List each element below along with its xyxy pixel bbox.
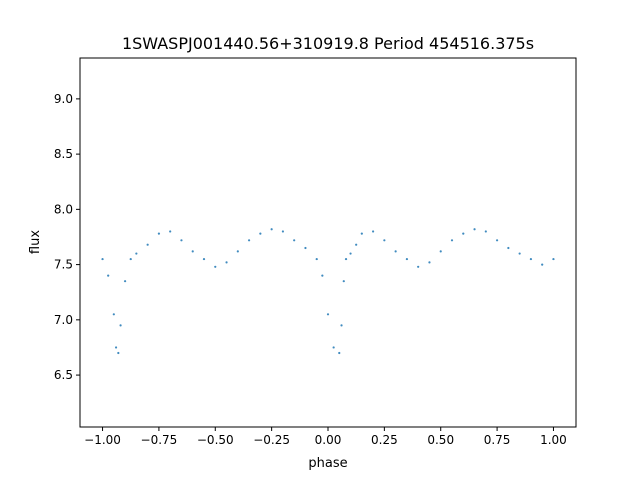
- x-tick-label: −0.75: [141, 433, 178, 447]
- data-point: [129, 257, 132, 261]
- data-point: [304, 246, 307, 250]
- x-tick-label: 0.25: [371, 433, 398, 447]
- y-tick-label: 8.5: [54, 147, 73, 161]
- y-tick-label: 6.5: [54, 368, 73, 382]
- data-point: [473, 228, 476, 231]
- data-point: [259, 232, 262, 235]
- data-point: [315, 257, 318, 261]
- y-axis: 6.5 7.0 7.5 8.0 8.5 9.0: [54, 92, 80, 382]
- x-axis-label: phase: [308, 456, 347, 471]
- data-point: [119, 324, 122, 327]
- data-point: [332, 346, 335, 349]
- data-point: [270, 228, 273, 231]
- data-point: [169, 230, 172, 233]
- data-point: [518, 252, 521, 255]
- data-point: [293, 239, 296, 242]
- data-point: [123, 280, 127, 283]
- data-point: [214, 265, 217, 268]
- data-point: [394, 250, 397, 253]
- data-point: [101, 257, 104, 261]
- data-point: [281, 230, 285, 233]
- data-point: [247, 239, 251, 242]
- data-point: [135, 252, 138, 255]
- x-axis: −1.00 −0.75 −0.50 −0.25 0.00 0.25 0.50 0.75 1.00: [84, 427, 567, 447]
- data-point: [360, 232, 363, 235]
- x-tick-label: −1.00: [84, 433, 121, 447]
- data-point: [117, 351, 120, 355]
- data-point: [340, 324, 343, 327]
- data-point: [114, 346, 118, 349]
- y-tick-label: 7.5: [54, 258, 73, 272]
- data-point: [321, 274, 324, 277]
- data-point: [371, 230, 375, 233]
- data-point: [552, 257, 555, 261]
- data-point: [529, 257, 533, 261]
- data-point: [112, 313, 115, 316]
- data-point: [439, 250, 442, 253]
- data-point: [342, 280, 345, 283]
- data-point: [202, 257, 206, 261]
- data-point: [146, 243, 149, 246]
- data-point: [338, 351, 341, 355]
- data-point: [383, 239, 386, 242]
- scatter-points: [101, 228, 555, 355]
- data-point: [191, 250, 194, 253]
- data-point: [541, 263, 544, 266]
- x-tick-label: 0.00: [315, 433, 342, 447]
- data-point: [236, 250, 239, 253]
- y-axis-label: flux: [28, 230, 43, 254]
- x-tick-label: 0.75: [484, 433, 511, 447]
- data-point: [180, 239, 183, 242]
- x-tick-label: 0.50: [427, 433, 454, 447]
- data-point: [495, 239, 499, 242]
- data-point: [326, 313, 330, 316]
- x-tick-label: 1.00: [540, 433, 567, 447]
- y-tick-label: 8.0: [54, 202, 73, 216]
- data-point: [405, 257, 409, 261]
- chart-title: 1SWASPJ001440.56+310919.8 Period 454516.…: [122, 34, 534, 53]
- data-point: [225, 261, 228, 264]
- y-tick-label: 7.0: [54, 313, 73, 327]
- x-tick-label: −0.50: [197, 433, 234, 447]
- data-point: [484, 230, 487, 233]
- data-point: [157, 232, 161, 235]
- data-point: [107, 274, 110, 277]
- data-point: [417, 265, 420, 268]
- data-point: [462, 232, 465, 235]
- data-point: [428, 261, 431, 264]
- y-tick-label: 9.0: [54, 92, 73, 106]
- data-point: [507, 246, 510, 250]
- data-point: [355, 243, 358, 246]
- x-tick-label: −0.25: [253, 433, 290, 447]
- data-point: [349, 252, 352, 255]
- data-point: [450, 239, 454, 242]
- data-point: [344, 257, 348, 261]
